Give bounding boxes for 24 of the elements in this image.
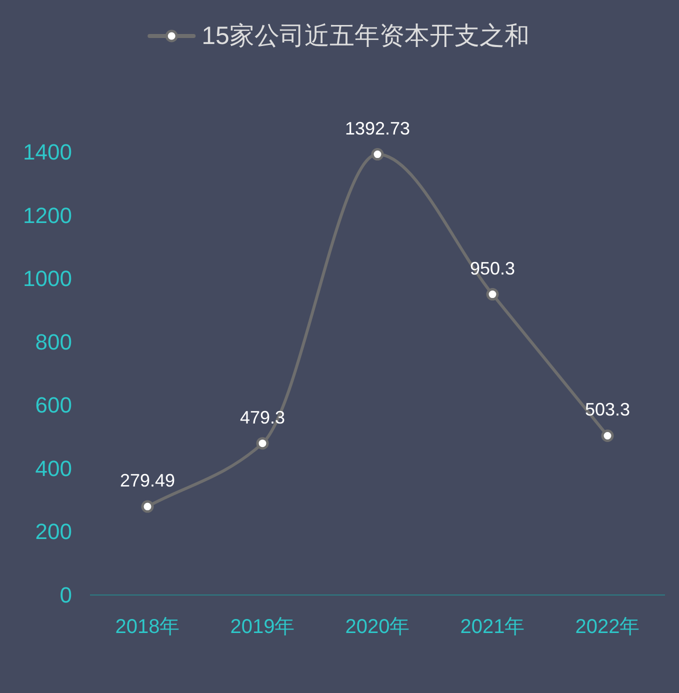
- point: [141, 500, 154, 513]
- point: [486, 288, 499, 301]
- y-tick-label: 400: [35, 456, 72, 481]
- y-tick-label: 1400: [23, 140, 72, 164]
- y-tick-label: 1200: [23, 202, 72, 228]
- x-tick-label: 2021年: [460, 616, 525, 638]
- x-tick-label: 2019年: [230, 616, 295, 638]
- x-tick-label: 2020年: [345, 616, 410, 638]
- data-label: 950.3: [470, 258, 516, 278]
- data-label: 503.3: [584, 400, 630, 420]
- x-tick-label: 2022年: [575, 616, 640, 638]
- data-label: 1392.73: [344, 118, 410, 138]
- y-tick-label: 1000: [23, 266, 72, 292]
- point: [601, 429, 614, 442]
- point: [256, 437, 269, 450]
- legend-label: 15家公司近五年资本开支之和: [202, 22, 530, 50]
- x-tick-label: 2018年: [115, 616, 180, 638]
- y-tick-label: 600: [35, 392, 72, 418]
- data-label: 479.3: [240, 407, 286, 428]
- point: [371, 148, 384, 161]
- y-tick-label: 200: [35, 519, 72, 544]
- y-tick-label: 800: [35, 329, 72, 354]
- data-label: 279.49: [120, 470, 176, 491]
- y-tick-label: 0: [60, 582, 72, 608]
